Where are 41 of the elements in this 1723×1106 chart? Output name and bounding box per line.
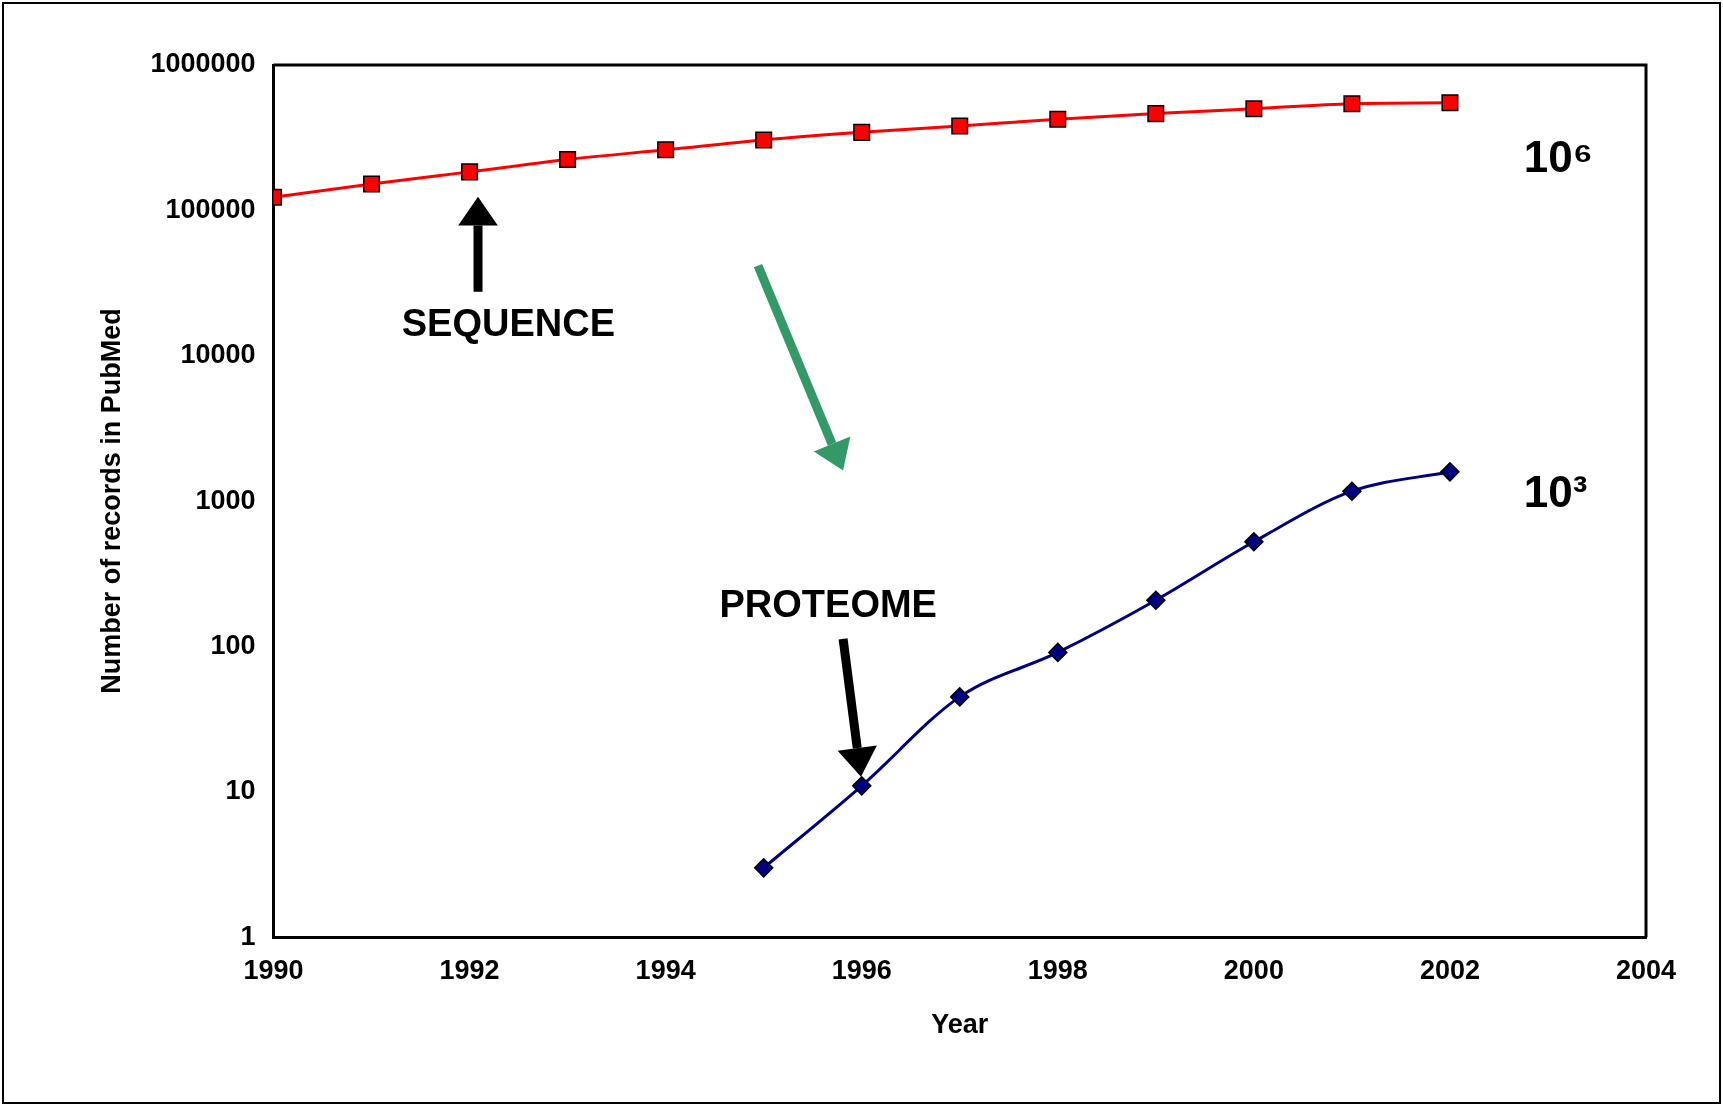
x-tick-label: 2004 bbox=[1615, 954, 1677, 985]
point bbox=[1343, 95, 1361, 113]
point bbox=[657, 141, 675, 159]
x-tick-label: 1994 bbox=[635, 954, 696, 985]
y-tick-label: 1 bbox=[240, 920, 256, 951]
point bbox=[1440, 462, 1460, 482]
point bbox=[1146, 590, 1166, 610]
annotation: SEQUENCE bbox=[401, 301, 615, 345]
point bbox=[1049, 110, 1067, 128]
y-tick-label: 100000 bbox=[165, 193, 256, 224]
point bbox=[363, 175, 381, 193]
point bbox=[753, 858, 774, 878]
x-tick-label: 1992 bbox=[439, 954, 500, 985]
point bbox=[559, 150, 577, 168]
x-tick-label: 2000 bbox=[1223, 954, 1284, 985]
x-tick-label: 1996 bbox=[831, 954, 892, 985]
point bbox=[1048, 642, 1068, 663]
point bbox=[1441, 94, 1459, 112]
y-tick-label: 1000000 bbox=[150, 48, 256, 79]
x-tick-label: 1990 bbox=[243, 954, 304, 985]
point bbox=[951, 117, 969, 135]
y-tick-label: 100 bbox=[210, 629, 256, 660]
point bbox=[1245, 100, 1263, 118]
point bbox=[755, 131, 773, 149]
y-tick-label: 10 bbox=[225, 775, 256, 806]
annotation: 10³ bbox=[1523, 467, 1588, 518]
point bbox=[1244, 532, 1264, 552]
x-tick-label: 2002 bbox=[1419, 954, 1480, 985]
annotation: 10⁶ bbox=[1523, 132, 1594, 183]
point bbox=[851, 776, 872, 796]
point bbox=[461, 163, 479, 181]
point bbox=[1342, 481, 1362, 501]
point bbox=[1147, 105, 1165, 123]
annotation: PROTEOME bbox=[719, 582, 937, 626]
x-axis-title: Year bbox=[931, 1009, 989, 1040]
y-tick-label: 10000 bbox=[180, 339, 256, 370]
point bbox=[853, 123, 871, 141]
point bbox=[950, 687, 970, 707]
y-tick-label: 1000 bbox=[195, 484, 256, 515]
y-axis-title: Number of records in PubMed bbox=[95, 308, 126, 694]
x-tick-label: 1998 bbox=[1027, 954, 1088, 985]
